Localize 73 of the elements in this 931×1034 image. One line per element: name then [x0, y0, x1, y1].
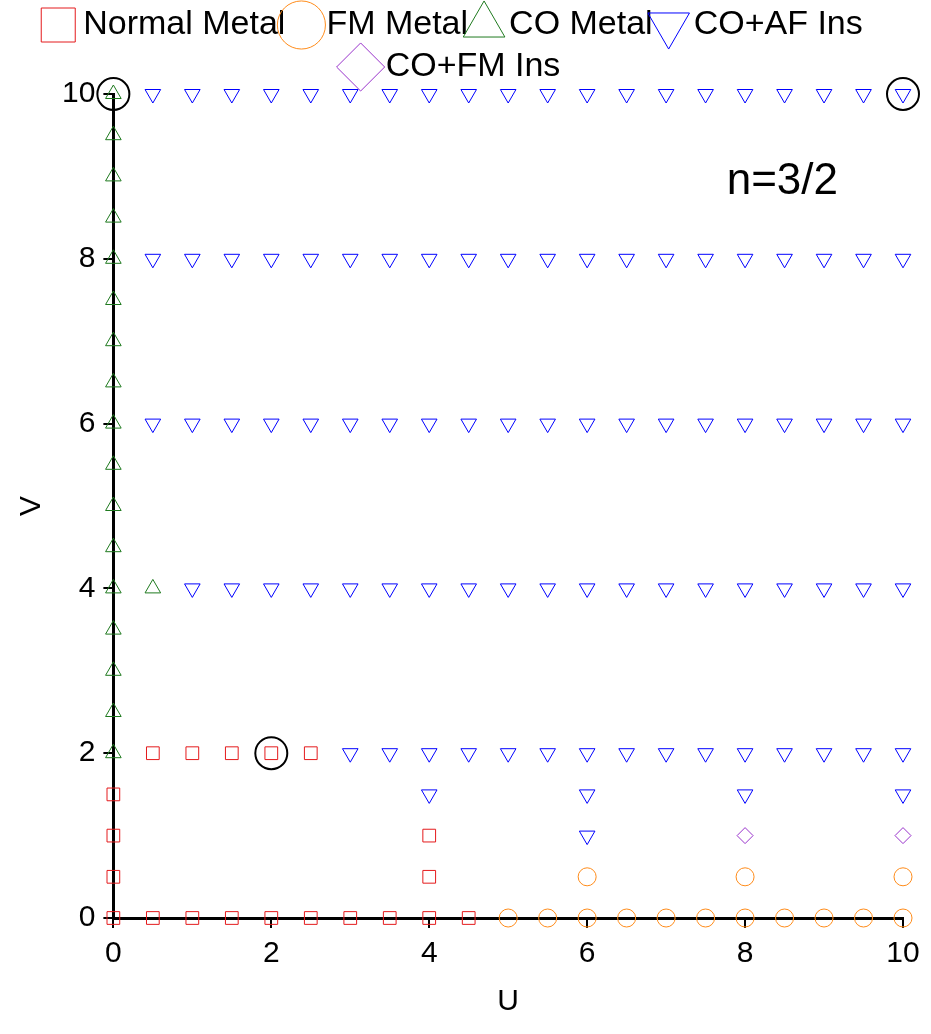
point	[105, 537, 122, 553]
point	[617, 908, 637, 928]
point	[422, 869, 437, 884]
point	[461, 911, 476, 925]
point	[105, 372, 122, 388]
point	[105, 208, 122, 223]
point	[105, 578, 122, 594]
point	[894, 827, 912, 845]
point	[144, 578, 162, 594]
y-tick-label: 0	[78, 899, 96, 933]
y-tick-label: 10	[61, 75, 96, 109]
point	[106, 787, 121, 802]
point	[105, 702, 122, 717]
point	[382, 911, 397, 925]
point	[254, 736, 289, 771]
point	[264, 911, 279, 925]
point	[538, 908, 558, 928]
legend-label: CO+FM Ins	[385, 45, 561, 84]
point	[105, 166, 122, 182]
point	[577, 867, 597, 887]
point	[145, 911, 160, 925]
point	[577, 908, 597, 928]
x-tick-label: 8	[736, 935, 754, 969]
point	[656, 908, 676, 928]
point	[106, 869, 121, 884]
point	[105, 743, 122, 759]
point	[185, 746, 200, 761]
legend-label: CO+AF Ins	[693, 3, 863, 42]
point	[106, 828, 121, 843]
legend-label: FM Metal	[326, 3, 469, 42]
y-tick-label: 4	[78, 569, 96, 603]
point	[735, 908, 755, 928]
x-tick-label: 4	[420, 935, 438, 969]
point	[303, 911, 318, 925]
point	[105, 331, 122, 347]
x-tick-label: 10	[886, 935, 920, 969]
y-tick-label: 6	[78, 404, 96, 438]
point	[105, 496, 122, 511]
point	[736, 827, 754, 845]
y-tick-label: 2	[78, 734, 96, 768]
point	[105, 249, 122, 264]
point	[696, 908, 716, 928]
point	[105, 620, 122, 635]
point	[105, 414, 122, 429]
legend-label: Normal Metal	[83, 3, 286, 42]
point	[735, 867, 755, 887]
y-tick-label: 8	[78, 240, 96, 274]
x-tick-label: 0	[105, 935, 122, 969]
point	[893, 867, 913, 887]
point	[775, 908, 795, 928]
point	[105, 290, 122, 305]
point	[814, 908, 834, 928]
point	[145, 746, 160, 761]
point	[105, 661, 122, 676]
point	[343, 911, 358, 925]
point	[422, 911, 437, 925]
point	[105, 455, 122, 470]
x-tick-label: 2	[262, 935, 280, 969]
point	[893, 908, 913, 928]
x-axis-title: U	[497, 983, 520, 1017]
point	[422, 828, 437, 843]
point	[224, 911, 239, 925]
point	[498, 908, 518, 928]
y-axis-title: V	[13, 495, 47, 517]
legend-label: CO Metal	[509, 3, 653, 42]
annotation: n=3/2	[726, 154, 838, 204]
point	[105, 125, 122, 141]
x-tick-label: 6	[578, 935, 596, 969]
point	[106, 911, 121, 925]
point	[854, 908, 874, 928]
point	[224, 746, 239, 761]
point	[303, 746, 318, 761]
point	[185, 911, 200, 925]
